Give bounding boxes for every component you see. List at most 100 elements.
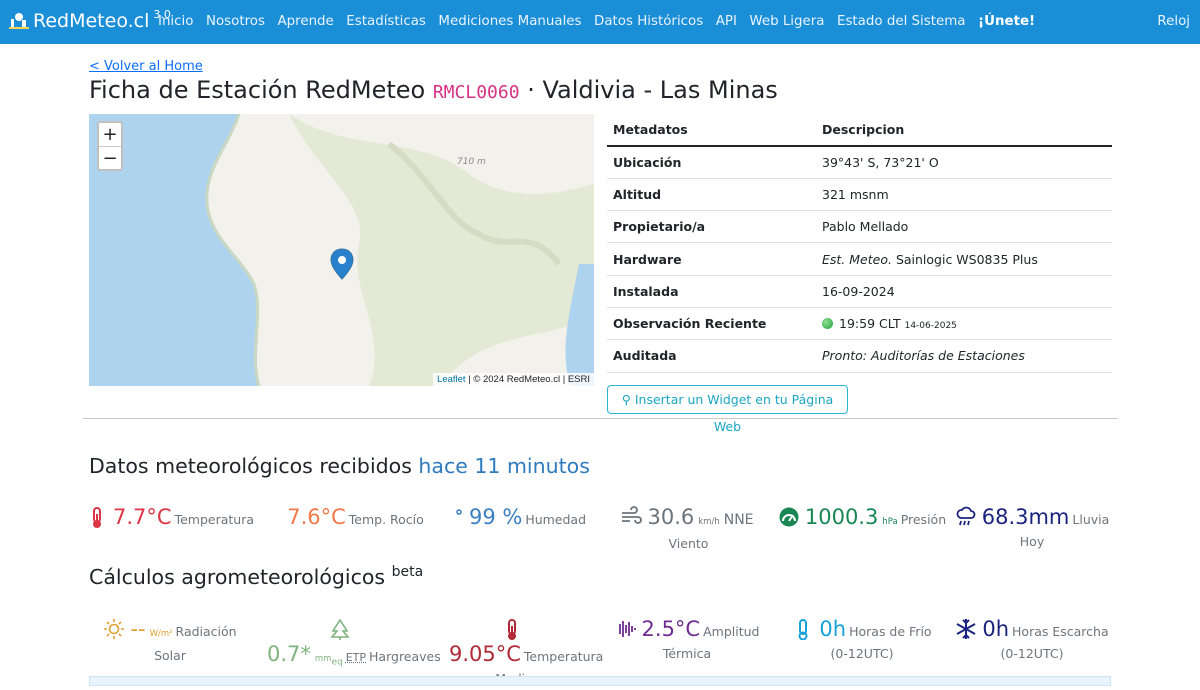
row-value: 321 msnm [816, 178, 1112, 210]
agro-title-text: Cálculos agrometeorológicos [89, 565, 385, 589]
metric-value: 2.5°C [642, 617, 701, 641]
metric: 0h Horas de Frío (0-12UTC) [782, 618, 942, 665]
icon [103, 618, 125, 640]
metric: 1000.3 hPa Presión [776, 506, 948, 533]
nav-link[interactable]: Web Ligera [749, 14, 824, 29]
header-cell: Descripcion [816, 114, 1112, 146]
row-label: Propietario/a [607, 211, 816, 243]
status-dot [822, 318, 833, 329]
metric-unit: hPa [882, 517, 897, 527]
metric-value: 30.6 [647, 505, 694, 529]
agro-title: Cálculos agrometeorológicos beta [89, 564, 423, 589]
metric-unit: mm [315, 654, 332, 664]
nav-link[interactable]: Nosotros [206, 14, 265, 29]
nav-link[interactable]: API [716, 14, 737, 29]
station-code: RMCL0060 [433, 82, 520, 103]
metric: 7.7°C Temperatura [84, 506, 256, 531]
icon [260, 506, 282, 528]
row-label: Observación Reciente [607, 307, 816, 339]
metric-value: -- [130, 617, 145, 641]
nav-link[interactable]: Aprende [277, 14, 333, 29]
hardware-model: Sainlogic WS0835 Plus [896, 252, 1038, 267]
row-value: Est. Meteo. Sainlogic WS0835 Plus [816, 243, 1112, 275]
zoom-in[interactable]: + [99, 123, 121, 146]
row-label: Auditada [607, 340, 816, 372]
brand[interactable]: RedMeteo.cl 3.0 [8, 10, 171, 32]
icon [329, 618, 351, 640]
map-attribution: Leaflet | © 2024 RedMeteo.cl | ESRI [433, 373, 594, 386]
metadata-table: Metadatos Descripcion Ubicación 39°43' S, … [607, 114, 1112, 373]
metric: 30.6 km/h NNE Viento [601, 506, 773, 555]
row-label: Instalada [607, 275, 816, 307]
icon [86, 506, 108, 528]
row-value: Pablo Mellado [816, 211, 1112, 243]
metric: 0.7* mmeq ETP Hargreaves [267, 618, 417, 674]
nav-link[interactable]: Inicio [158, 14, 193, 29]
navbar: RedMeteo.cl 3.0 Inicio Nosotros Aprende Esta… [0, 0, 1200, 44]
metric-label: Presión [901, 512, 946, 527]
nav-link[interactable]: Mediciones Manuales [438, 14, 581, 29]
metric: 2.5°C Amplitud Térmica [612, 618, 762, 665]
icon [955, 618, 977, 640]
metric-value: 7.6°C [287, 505, 346, 529]
metric-value: 0h [819, 617, 846, 641]
brand-icon [8, 10, 30, 32]
nav-link[interactable]: Datos Históricos [594, 14, 703, 29]
row-label: Altitud [607, 178, 816, 210]
next-panel [89, 676, 1111, 686]
row-value: Pronto: Auditorías de Estaciones [816, 340, 1112, 372]
widget-button[interactable]: ⚲ Insertar un Widget en tu Página Web [607, 385, 848, 414]
icon [501, 618, 523, 640]
header-cell: Metadatos [607, 114, 816, 146]
icon [955, 506, 977, 528]
wind-direction: NNE [724, 512, 754, 528]
hardware-type: Est. Meteo. [822, 252, 892, 267]
zoom-out[interactable]: − [99, 146, 121, 169]
table-row: Instalada 16-09-2024 [607, 275, 1112, 307]
metric-label: Horas Escarcha (0-12UTC) [1001, 624, 1109, 661]
metric: 0h Horas Escarcha (0-12UTC) [952, 618, 1112, 665]
beta-badge: beta [392, 564, 424, 580]
metric: 7.6°C Temp. Rocío [256, 506, 428, 531]
table-row: Auditada Pronto: Auditorías de Estaciones [607, 340, 1112, 372]
row-value: 39°43' S, 73°21' O [816, 146, 1112, 178]
nav-link[interactable]: Estadísticas [346, 14, 426, 29]
attribution-text: | © 2024 RedMeteo.cl | ESRI [468, 374, 590, 385]
metric-label: Hargreaves [369, 649, 441, 664]
metric-label: Temperatura [175, 512, 254, 527]
separator [83, 418, 1118, 419]
metric: -- W/m² Radiación Solar [95, 618, 245, 667]
obs-time: 19:59 CLT [839, 316, 901, 331]
metric: 68.3mm Lluvia Hoy [946, 506, 1118, 553]
row-value: 19:59 CLT 14-06-2025 [816, 307, 1112, 339]
page-title: Ficha de Estación RedMeteo RMCL0060 · Va… [89, 76, 778, 104]
leaflet-link[interactable]: Leaflet [437, 374, 466, 385]
metric-method: ETP [346, 651, 366, 664]
nav-right[interactable]: Reloj [1157, 14, 1190, 29]
metric-value: 1000.3 [805, 505, 878, 529]
map-elevation: 710 m [457, 157, 486, 167]
metric-value: 7.7°C [113, 505, 172, 529]
row-label: Hardware [607, 243, 816, 275]
metric-unit: km/h [698, 517, 719, 527]
audit-note: Pronto: Auditorías de Estaciones [822, 348, 1025, 363]
map[interactable]: 710 m + − Leaflet | © 2024 RedMeteo.cl | … [89, 114, 594, 386]
widget-button-text: Insertar un Widget en tu Página Web [635, 392, 833, 434]
nav-link[interactable]: ¡Únete! [978, 14, 1035, 29]
metric-value: 99 % [469, 505, 522, 529]
metric-value: 0h [982, 617, 1009, 641]
metric-value: 0.7* [267, 642, 311, 666]
row-label: Ubicación [607, 146, 816, 178]
nav-link[interactable]: Estado del Sistema [837, 14, 966, 29]
metric-value: 68.3mm [982, 505, 1070, 529]
back-link[interactable]: < Volver al Home [89, 59, 203, 74]
data-age: hace 11 minutos [418, 454, 589, 478]
icon [442, 506, 464, 528]
current-title: Datos meteorológicos recibidos hace 11 m… [89, 454, 590, 478]
table-header: Metadatos Descripcion [607, 114, 1112, 146]
brand-name: RedMeteo.cl [33, 10, 149, 32]
map-tiles: 710 m [89, 114, 594, 386]
row-value: 16-09-2024 [816, 275, 1112, 307]
metric-label: Humedad [525, 512, 586, 527]
